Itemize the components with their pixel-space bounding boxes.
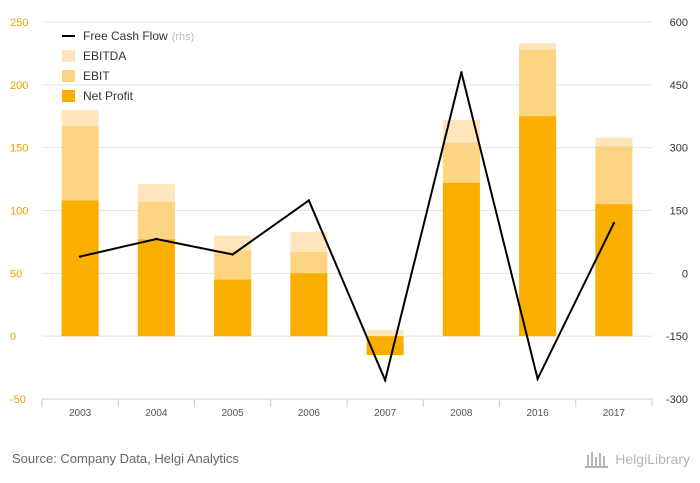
- x-tick-label: 2004: [145, 408, 168, 419]
- left-tick-label: 100: [10, 206, 28, 218]
- x-tick-label: 2006: [298, 408, 321, 419]
- bar-net-profit: [290, 273, 328, 337]
- x-tick-label: 2007: [374, 408, 397, 419]
- right-tick-label: -300: [666, 394, 688, 406]
- x-tick-label: 2005: [222, 408, 245, 419]
- right-tick-label: 0: [682, 268, 688, 280]
- x-tick-label: 2017: [603, 408, 626, 419]
- line-point-free-cash-flow: [460, 71, 463, 74]
- left-tick-label: 0: [10, 331, 16, 343]
- x-tick-label: 2008: [450, 408, 473, 419]
- legend-net-profit-label: Net Profit: [83, 89, 134, 103]
- right-tick-label: 150: [670, 206, 688, 218]
- left-tick-label: 200: [10, 80, 28, 92]
- line-point-free-cash-flow: [536, 377, 539, 381]
- bar-net-profit: [61, 200, 99, 337]
- brand-name: HelgiLibrary: [615, 451, 690, 467]
- legend-rhs-note: (rhs): [172, 31, 195, 43]
- bar-net-profit: [595, 204, 633, 337]
- bar-net-profit: [519, 116, 557, 337]
- legend-free-cash-flow-label: Free Cash Flow (rhs): [83, 29, 194, 43]
- bar-ebitda: [366, 329, 404, 337]
- legend-ebit-label: EBIT: [83, 69, 110, 83]
- line-point-free-cash-flow: [78, 255, 82, 258]
- bar-net-profit: [137, 239, 175, 337]
- left-tick-label: 250: [10, 17, 28, 29]
- left-tick-label: -50: [10, 394, 26, 406]
- line-point-free-cash-flow: [155, 237, 158, 241]
- chart-svg: 250 600 200 450 150 300 100 150 50 0 0 -150 -50 -300 2…: [10, 17, 688, 419]
- right-tick-label: -150: [666, 331, 688, 343]
- legend-ebitda-label: EBITDA: [83, 49, 126, 63]
- right-tick-label: 600: [670, 17, 688, 29]
- line-point-free-cash-flow: [231, 253, 234, 256]
- right-tick-label: 450: [670, 80, 688, 92]
- left-tick-label: 150: [10, 143, 28, 155]
- x-tick-label: 2016: [527, 408, 550, 419]
- right-tick-label: 300: [670, 143, 688, 155]
- legend-net-profit-swatch: [62, 90, 75, 102]
- line-free-cash-flow: [79, 72, 615, 384]
- line-point-free-cash-flow: [612, 221, 616, 225]
- left-tick-label: 50: [10, 268, 22, 280]
- bar-net-profit: [442, 182, 480, 337]
- bar-net-profit: [214, 279, 252, 337]
- line-point-free-cash-flow: [307, 199, 311, 202]
- source-text: Source: Company Data, Helgi Analytics: [12, 451, 239, 466]
- x-tick-label: 2003: [69, 408, 92, 419]
- legend-ebit-swatch: [62, 70, 75, 82]
- brand-logo[interactable]: HelgiLibrary: [585, 449, 690, 469]
- line-point-free-cash-flow: [383, 378, 387, 382]
- legend-ebitda-swatch: [62, 50, 75, 62]
- library-icon: [585, 452, 609, 468]
